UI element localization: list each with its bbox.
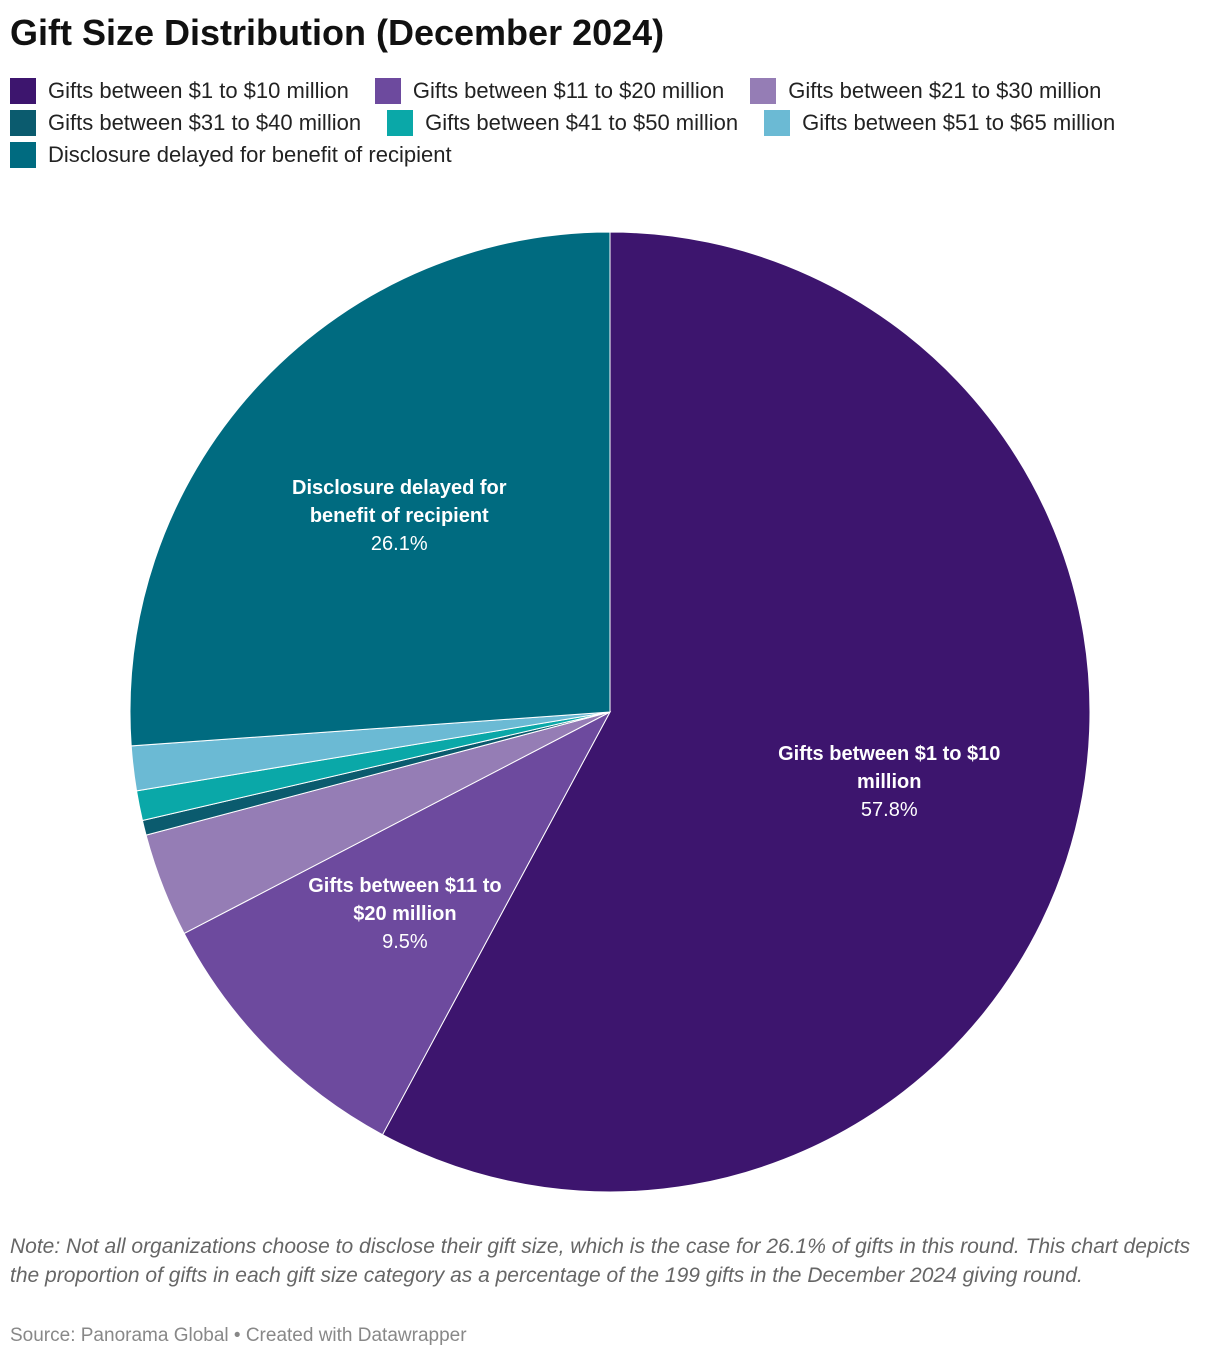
legend-item: Gifts between $51 to $65 million bbox=[764, 110, 1115, 136]
legend-label: Gifts between $11 to $20 million bbox=[412, 78, 725, 103]
legend-swatch bbox=[374, 78, 401, 104]
legend-swatch bbox=[387, 110, 414, 136]
legend-label: Gifts between $51 to $65 million bbox=[802, 110, 1116, 135]
slice-label-value: 9.5% bbox=[382, 931, 428, 954]
legend-item: Gifts between $31 to $40 million bbox=[10, 110, 361, 136]
slice-label: Gifts between $1 to $10 million 57.8% bbox=[774, 740, 1004, 824]
legend-label: Gifts between $21 to $30 million bbox=[788, 78, 1102, 103]
legend-swatch bbox=[764, 110, 791, 136]
legend-label: Gifts between $41 to $50 million bbox=[425, 110, 739, 135]
note: Note: Not all organizations choose to di… bbox=[10, 1235, 1191, 1287]
pie-slice bbox=[381, 231, 1091, 1193]
legend-swatch bbox=[10, 142, 36, 168]
legend-label: Gifts between $31 to $40 million bbox=[48, 110, 362, 135]
legend-item: Gifts between $41 to $50 million bbox=[387, 110, 738, 136]
legend-swatch bbox=[750, 78, 777, 104]
legend-swatch bbox=[10, 110, 36, 136]
legend-item: Disclosure delayed for benefit of recipi… bbox=[10, 142, 452, 168]
slice-label: Gifts between $11 to $20 million 9.5% bbox=[290, 872, 520, 956]
legend-swatch bbox=[10, 78, 36, 104]
legend: Gifts between $1 to $10 million Gifts bet… bbox=[10, 78, 1215, 168]
slice-label: Disclosure delayed for benefit of recipi… bbox=[284, 474, 514, 558]
legend-item: Gifts between $1 to $10 million bbox=[10, 78, 349, 104]
legend-item: Gifts between $11 to $20 million bbox=[374, 78, 725, 104]
slice-label-value: 26.1% bbox=[370, 532, 428, 555]
slice-label-name: Gifts between $11 to $20 million bbox=[308, 875, 502, 926]
legend-label: Gifts between $1 to $10 million bbox=[48, 78, 349, 103]
legend-label: Disclosure delayed for benefit of recipi… bbox=[48, 142, 452, 167]
slice-label-name: Gifts between $1 to $10 million bbox=[778, 743, 1001, 794]
legend-item: Gifts between $21 to $30 million bbox=[750, 78, 1101, 104]
slice-label-name: Disclosure delayed for benefit of recipi… bbox=[292, 476, 507, 527]
pie-slice bbox=[183, 710, 612, 1136]
slice-label-value: 57.8% bbox=[860, 799, 918, 822]
chart-title: Gift Size Distribution (December 2024) bbox=[10, 12, 665, 53]
pie-slice bbox=[129, 231, 611, 747]
source: Source: Panorama Global • Created with D… bbox=[10, 1325, 467, 1346]
